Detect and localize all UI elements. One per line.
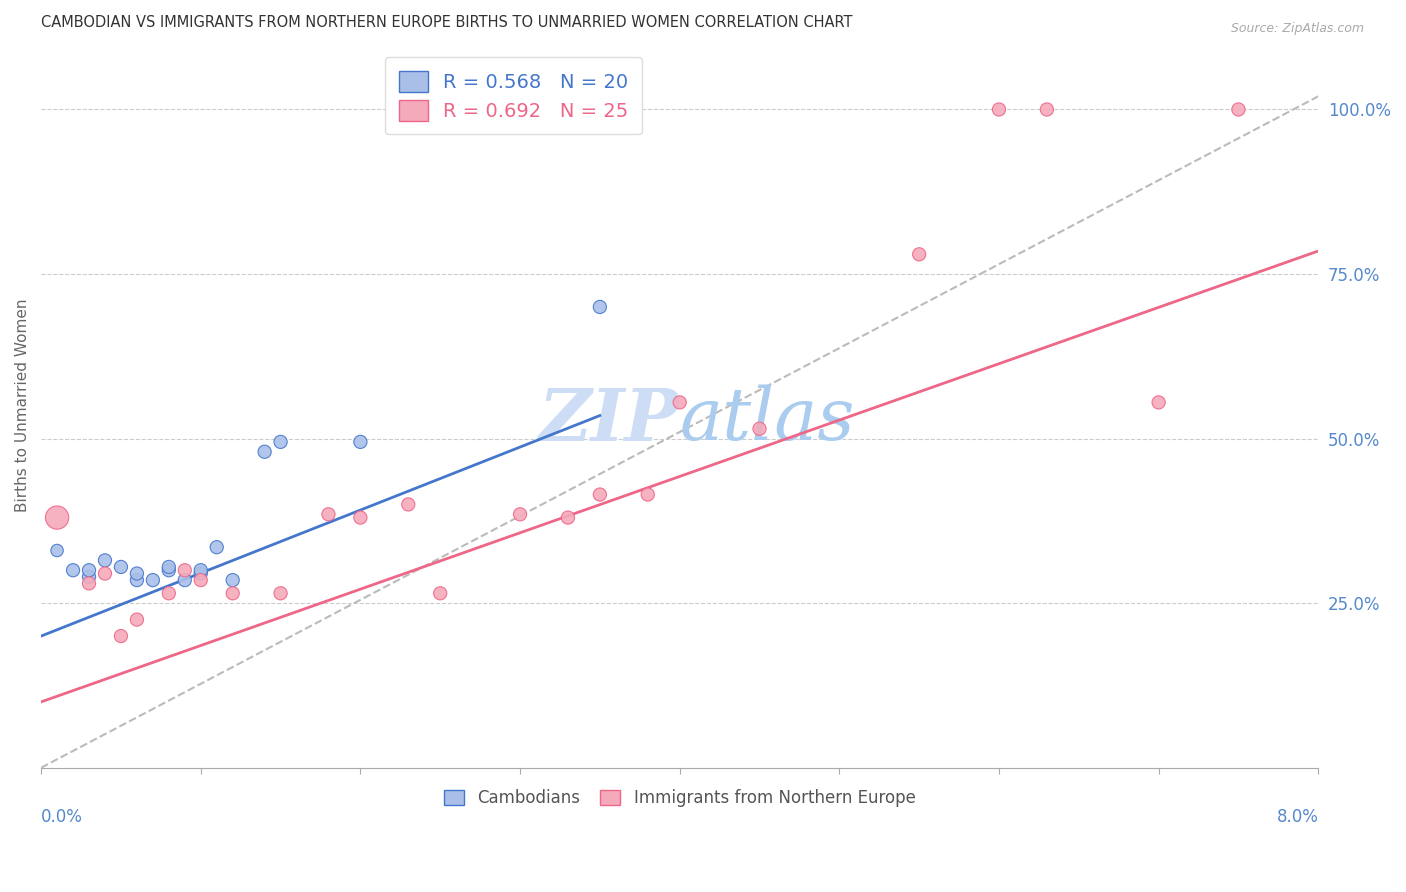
Text: ZIP: ZIP xyxy=(538,384,679,456)
Point xyxy=(637,487,659,501)
Point xyxy=(190,573,212,587)
Point xyxy=(221,573,243,587)
Point xyxy=(253,444,276,458)
Point xyxy=(110,560,132,574)
Point xyxy=(77,563,100,577)
Text: 8.0%: 8.0% xyxy=(1277,807,1319,825)
Text: 0.0%: 0.0% xyxy=(41,807,83,825)
Point xyxy=(668,395,690,409)
Legend: Cambodians, Immigrants from Northern Europe: Cambodians, Immigrants from Northern Eur… xyxy=(437,782,922,814)
Point xyxy=(270,586,292,600)
Point xyxy=(142,573,165,587)
Point xyxy=(205,540,228,554)
Point xyxy=(190,566,212,581)
Text: Source: ZipAtlas.com: Source: ZipAtlas.com xyxy=(1230,22,1364,36)
Point xyxy=(589,487,612,501)
Point xyxy=(46,510,69,524)
Point xyxy=(589,300,612,314)
Point xyxy=(557,510,579,524)
Point xyxy=(125,613,148,627)
Point xyxy=(125,573,148,587)
Point xyxy=(62,563,84,577)
Point xyxy=(349,434,371,449)
Text: atlas: atlas xyxy=(679,385,855,456)
Point xyxy=(94,566,117,581)
Point xyxy=(157,586,180,600)
Point xyxy=(77,570,100,584)
Point xyxy=(748,422,770,436)
Point xyxy=(429,586,451,600)
Point xyxy=(77,576,100,591)
Point xyxy=(173,563,195,577)
Point xyxy=(125,566,148,581)
Y-axis label: Births to Unmarried Women: Births to Unmarried Women xyxy=(15,299,30,512)
Point xyxy=(173,573,195,587)
Point xyxy=(396,497,419,511)
Point xyxy=(1147,395,1170,409)
Point xyxy=(1036,103,1059,117)
Point xyxy=(988,103,1011,117)
Point xyxy=(157,563,180,577)
Point xyxy=(509,508,531,522)
Point xyxy=(157,560,180,574)
Point xyxy=(94,553,117,567)
Point xyxy=(190,563,212,577)
Point xyxy=(318,508,340,522)
Point xyxy=(1227,103,1250,117)
Point xyxy=(221,586,243,600)
Point xyxy=(349,510,371,524)
Point xyxy=(46,543,69,558)
Point xyxy=(110,629,132,643)
Text: CAMBODIAN VS IMMIGRANTS FROM NORTHERN EUROPE BIRTHS TO UNMARRIED WOMEN CORRELATI: CAMBODIAN VS IMMIGRANTS FROM NORTHERN EU… xyxy=(41,15,852,30)
Point xyxy=(908,247,931,261)
Point xyxy=(270,434,292,449)
